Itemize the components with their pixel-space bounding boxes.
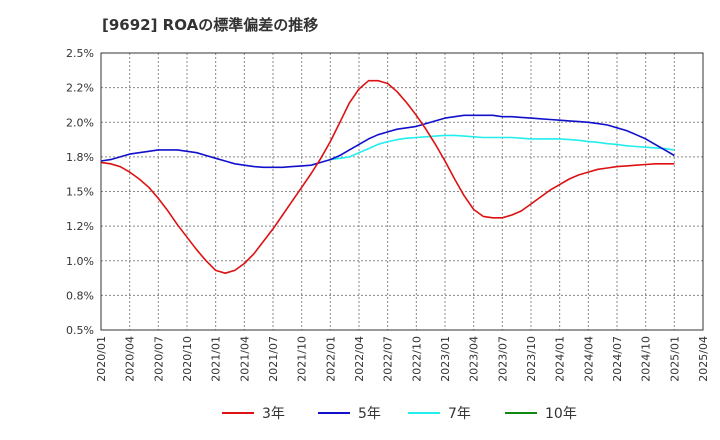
legend-label: 3年: [262, 406, 285, 422]
x-tick-label: 2024/04: [582, 336, 595, 382]
y-tick-label: 1.8%: [66, 151, 94, 164]
x-tick-label: 2024/01: [554, 336, 567, 382]
x-tick-label: 2023/07: [496, 336, 509, 382]
x-tick-label: 2025/01: [668, 336, 681, 382]
x-tick-label: 2020/04: [124, 336, 137, 382]
x-tick-label: 2024/10: [640, 336, 653, 382]
y-tick-label: 2.5%: [66, 47, 94, 60]
x-tick-label: 2020/10: [181, 336, 194, 382]
series-line-7年: [330, 134, 675, 161]
x-tick-label: 2024/07: [611, 336, 624, 382]
y-tick-label: 2.2%: [66, 82, 94, 95]
x-tick-label: 2022/04: [353, 336, 366, 382]
series-line-3年: [100, 79, 675, 275]
legend-label: 10年: [545, 406, 577, 422]
x-tick-label: 2021/04: [238, 336, 251, 382]
y-tick-label: 0.8%: [66, 289, 94, 302]
y-tick-label: 2.0%: [66, 116, 94, 129]
x-tick-label: 2021/01: [210, 336, 223, 382]
x-tick-label: 2023/04: [468, 336, 481, 382]
x-tick-label: 2021/07: [267, 336, 280, 382]
y-tick-label: 1.2%: [66, 220, 94, 233]
x-tick-label: 2022/10: [410, 336, 423, 382]
y-tick-label: 0.5%: [66, 324, 94, 337]
x-tick-label: 2025/04: [697, 336, 710, 382]
grid-lines: [101, 53, 703, 330]
plot-area-border: [100, 52, 704, 331]
series-line-5年: [100, 114, 675, 169]
x-tick-label: 2023/01: [439, 336, 452, 382]
series-lines: [100, 79, 675, 275]
x-tick-label: 2023/10: [525, 336, 538, 382]
legend-label: 7年: [448, 406, 471, 422]
x-tick-label: 2020/07: [152, 336, 165, 382]
x-axis-ticks: 2020/01 2020/04 2020/07 2020/10 2021/01 2021/…: [95, 336, 710, 382]
chart-title: [9692] ROAの標準偏差の推移: [102, 16, 319, 34]
x-tick-label: 2022/07: [382, 336, 395, 382]
y-tick-label: 1.5%: [66, 186, 94, 199]
legend-label: 5年: [358, 406, 381, 422]
x-tick-label: 2021/10: [296, 336, 309, 382]
y-axis-ticks: 0.5% 0.8% 1.0% 1.2% 1.5% 1.8% 2.0% 2.2% 2.5%: [66, 47, 94, 337]
x-tick-label: 2020/01: [95, 336, 108, 382]
x-tick-label: 2022/01: [324, 336, 337, 382]
legend: 3年 5年 7年 10年: [222, 406, 577, 422]
y-tick-label: 1.0%: [66, 255, 94, 268]
